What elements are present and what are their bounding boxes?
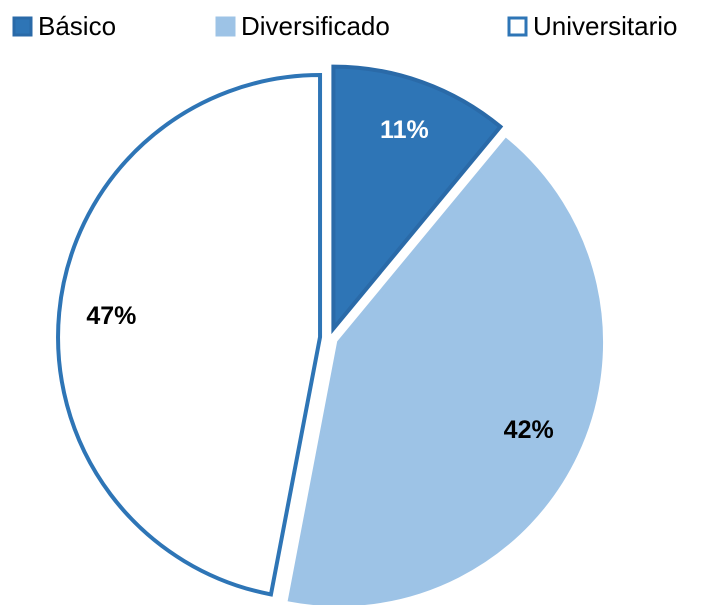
data-label: 47% [86, 302, 136, 330]
legend-swatch [12, 16, 33, 37]
legend-label: Diversificado [241, 11, 390, 41]
data-label: 42% [504, 416, 554, 444]
pie-slice [56, 73, 323, 597]
pie-slice [331, 64, 504, 335]
pie-slice [287, 137, 604, 605]
legend-swatch [215, 16, 236, 37]
legend-label: Universitario [533, 11, 678, 41]
legend-label: Básico [38, 11, 116, 41]
data-label: 11% [380, 116, 429, 144]
legend-swatch [507, 16, 528, 37]
